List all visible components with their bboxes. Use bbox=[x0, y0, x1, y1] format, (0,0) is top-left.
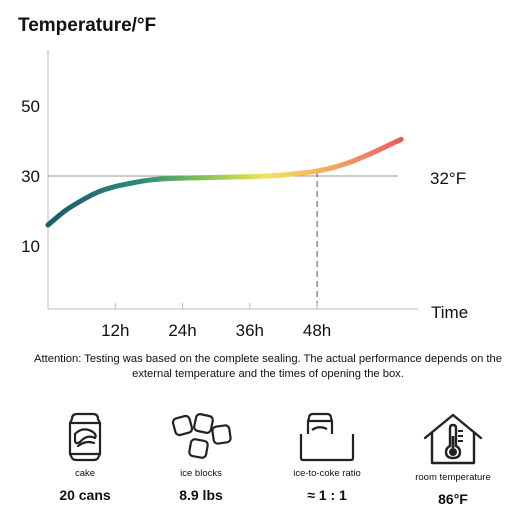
y-tick-label: 50 bbox=[21, 97, 40, 116]
info-item-room-temp: room temperature 86°F bbox=[398, 412, 508, 507]
info-label: ice-to-coke ratio bbox=[293, 468, 361, 479]
soda-can-icon bbox=[68, 412, 102, 462]
x-tick-label: 24h bbox=[168, 321, 196, 340]
temperature-series-line bbox=[45, 136, 404, 228]
info-label: cake bbox=[74, 468, 96, 479]
x-tick-label: 36h bbox=[236, 321, 264, 340]
house-thermometer-icon bbox=[423, 413, 483, 465]
info-item-ratio: ice-to-coke ratio ≈ 1 : 1 bbox=[272, 412, 382, 503]
reference-line-label: 32°F bbox=[430, 169, 466, 188]
info-item-ice: ice blocks 8.9 lbs bbox=[146, 412, 256, 503]
cooler-with-ice-icon bbox=[299, 412, 355, 462]
info-label: ice blocks bbox=[180, 468, 222, 479]
attention-note: Attention: Testing was based on the comp… bbox=[34, 353, 502, 380]
y-tick-label: 30 bbox=[21, 167, 40, 186]
info-item-cans: cake 20 cans bbox=[30, 412, 140, 503]
info-label: room temperature bbox=[415, 472, 491, 483]
x-axis-label: Time bbox=[431, 303, 468, 322]
y-tick-label: 10 bbox=[21, 237, 40, 256]
x-tick-label: 12h bbox=[101, 321, 129, 340]
x-tick-labels: 12h 24h 36h 48h bbox=[101, 303, 331, 340]
ice-cubes-icon bbox=[171, 413, 232, 459]
info-value: ≈ 1 : 1 bbox=[307, 487, 347, 503]
y-tick-labels: 10 30 50 bbox=[21, 97, 40, 256]
info-value: 8.9 lbs bbox=[179, 487, 223, 503]
chart-title: Temperature/°F bbox=[18, 15, 156, 36]
info-value: 86°F bbox=[438, 491, 468, 507]
x-tick-label: 48h bbox=[303, 321, 331, 340]
info-value: 20 cans bbox=[59, 487, 111, 503]
